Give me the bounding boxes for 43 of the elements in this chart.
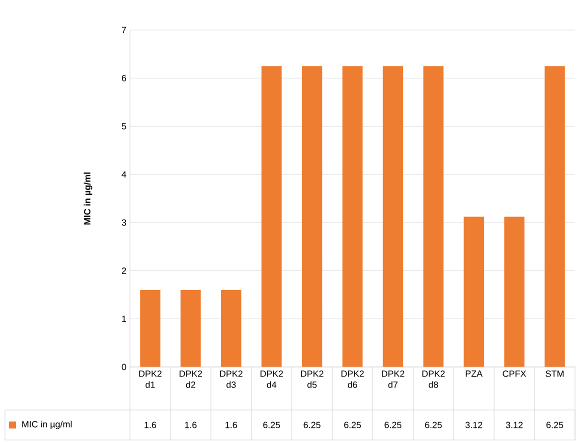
bar [504,216,524,367]
x-tick-label: DPK2 d8 [422,370,445,388]
x-tick-label: STM [546,370,564,377]
data-label: 6.25 [263,422,280,428]
data-label: 3.12 [506,422,523,428]
y-tick-label: 6 [122,74,126,82]
y-tick-label: 1 [122,316,126,322]
x-tick-label: DPK2 d2 [180,370,202,388]
y-axis-title: MIC in µg/ml [84,172,92,224]
data-label: 1.6 [144,422,156,428]
x-tick-label: DPK2 d1 [139,370,162,388]
y-tick-label: 5 [122,123,126,130]
bar [464,216,484,367]
data-label: 6.25 [384,422,402,428]
data-label: 1.6 [185,422,197,428]
x-tick-label: DPK2 d3 [220,370,242,388]
x-tick-label: PZA [466,370,483,377]
bar [342,66,363,367]
data-label: 6.25 [344,422,361,428]
y-tick-label: 2 [122,268,126,274]
bar [261,66,282,367]
x-tick-label: DPK2 d4 [260,370,283,388]
data-label: 6.25 [546,422,564,428]
data-label: 6.25 [304,422,320,428]
bar [180,290,201,367]
data-label: 3.12 [465,422,482,428]
y-tick-label: 0 [122,364,126,370]
legend-label: MIC in µg/ml [22,420,72,430]
x-tick-label: DPK2 d5 [301,370,324,388]
y-tick-label: 4 [122,171,126,178]
x-tick-label: CPFX [502,370,526,377]
bar [140,290,160,367]
x-tick-label: DPK2 d7 [382,370,404,388]
x-tick-label: DPK2 d6 [341,370,364,388]
data-label: 6.25 [425,422,442,428]
bar [382,66,404,367]
bar [423,66,444,367]
y-tick-label: 7 [122,26,126,34]
bar [302,66,322,367]
bar [544,66,565,367]
data-label: 1.6 [226,422,238,428]
bar [221,290,242,367]
y-tick-label: 3 [122,219,126,226]
